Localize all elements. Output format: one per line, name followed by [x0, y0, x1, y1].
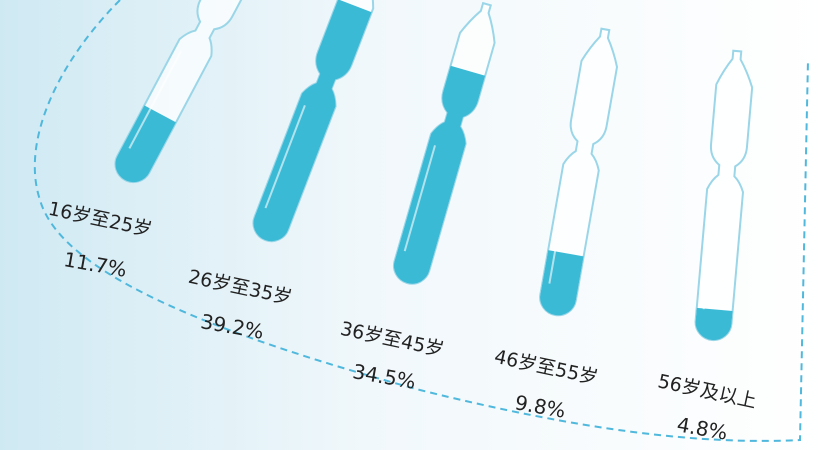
test-tube [389, 1, 496, 288]
bar [389, 65, 486, 288]
tube-highlight [548, 175, 570, 284]
bar [537, 250, 584, 319]
tube-highlight [702, 199, 715, 310]
bar [694, 307, 733, 342]
tube-highlight [264, 104, 306, 209]
test-tube [694, 49, 754, 342]
tubes [109, 0, 754, 342]
test-tube [248, 0, 375, 247]
bar [248, 0, 372, 247]
tube-highlight [128, 50, 182, 149]
test-tube [109, 0, 267, 189]
tube-highlight [403, 145, 436, 252]
dashed-border [33, 0, 809, 442]
test-tube [537, 27, 619, 319]
bar [109, 105, 177, 189]
